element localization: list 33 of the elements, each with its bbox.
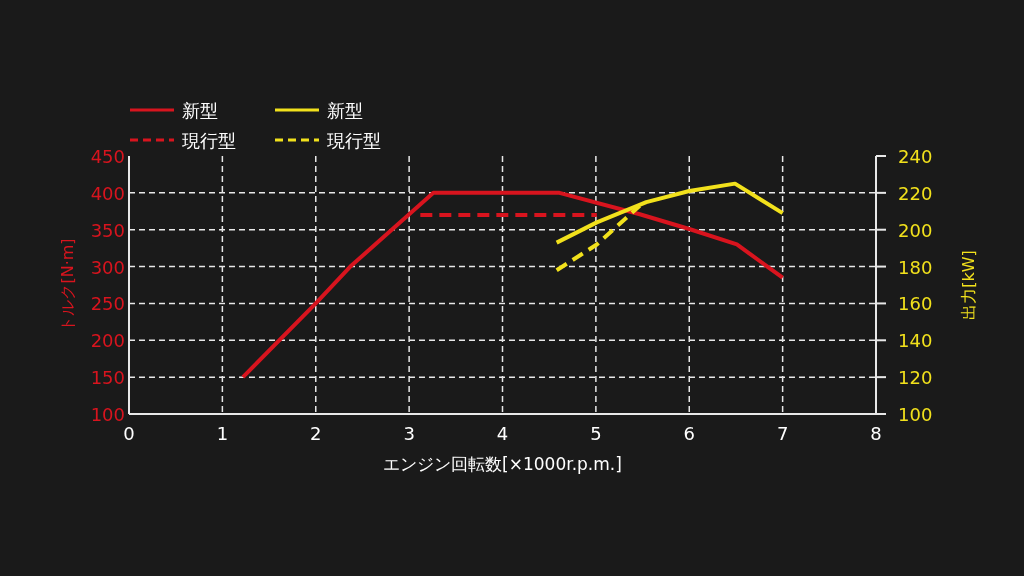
- y-tick-label: 300: [90, 256, 125, 278]
- y2-tick-label: 100: [898, 404, 933, 425]
- x-tick-label: 6: [683, 423, 695, 444]
- x-tick-label: 2: [310, 423, 322, 444]
- x-tick-label: 7: [776, 423, 789, 444]
- y2-tick-label: 160: [898, 293, 933, 315]
- x-tick-label: 0: [123, 423, 135, 444]
- y2-tick-label: 140: [898, 330, 933, 352]
- y-tick-label: 150: [90, 367, 125, 389]
- y-tick-label: 400: [90, 182, 125, 204]
- y-tick-label: 350: [90, 219, 125, 241]
- y2-tick-label: 220: [898, 182, 933, 204]
- y2-tick-label: 120: [898, 367, 933, 389]
- y-axis-title: トルク[N·m]: [58, 238, 77, 332]
- y-tick-label: 450: [90, 146, 125, 167]
- y-tick-label: 250: [90, 293, 125, 315]
- y2-tick-label: 200: [898, 219, 933, 241]
- y2-tick-label: 240: [898, 146, 933, 167]
- y2-tick-label: 180: [898, 256, 933, 278]
- legend-label: 現行型: [327, 130, 381, 151]
- x-tick-label: 3: [403, 423, 415, 444]
- legend-label: 新型: [327, 100, 363, 121]
- legend-label: 現行型: [182, 130, 236, 151]
- y-tick-label: 200: [90, 330, 125, 352]
- x-tick-label: 1: [216, 423, 229, 444]
- y2-axis-title: 出力[kW]: [959, 250, 978, 320]
- y-tick-label: 100: [90, 404, 125, 425]
- legend-label: 新型: [182, 100, 218, 121]
- x-tick-label: 5: [590, 423, 602, 444]
- x-tick-label: 8: [870, 423, 882, 444]
- x-axis-title: エンジン回転数[×1000r.p.m.]: [383, 454, 622, 474]
- line-series: [240, 190, 785, 380]
- x-tick-label: 4: [496, 423, 509, 444]
